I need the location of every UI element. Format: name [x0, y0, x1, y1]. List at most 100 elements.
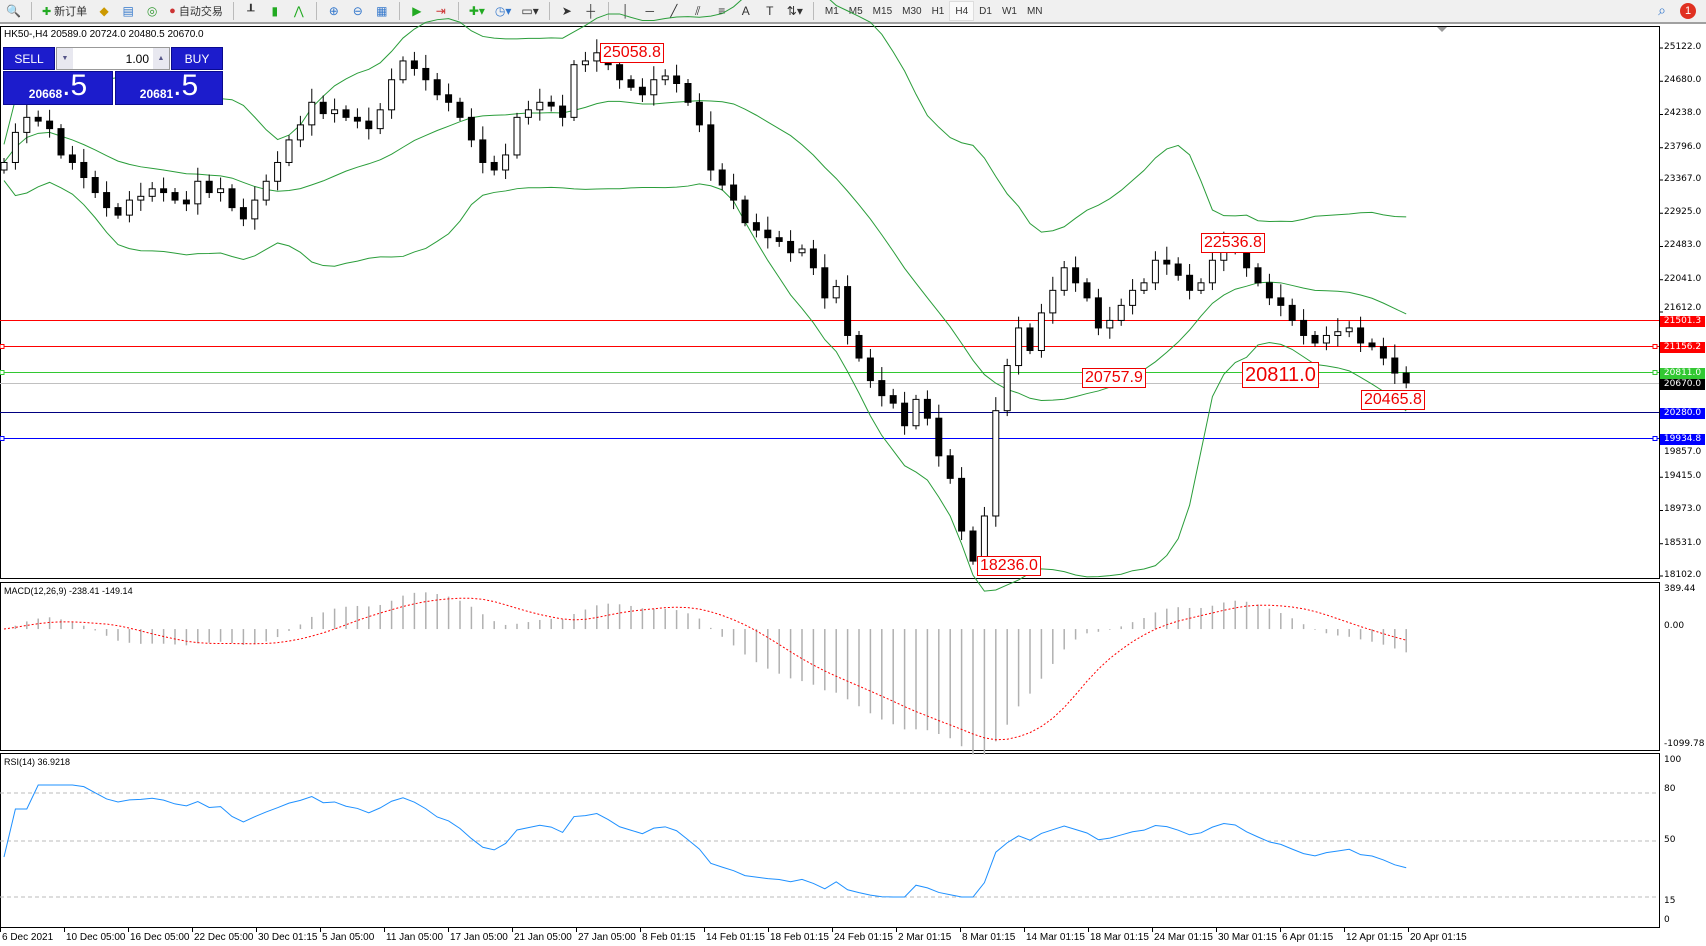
horizontal-line-icon[interactable]: ─	[645, 4, 655, 18]
bullish-candle	[1322, 334, 1330, 344]
bar-chart-icon[interactable]: ┸	[247, 4, 255, 18]
chart-title: HK50-,H4 20589.0 20724.0 20480.5 20670.0	[4, 29, 204, 40]
macd-zero-label: 0.00	[1664, 621, 1685, 631]
templates-icon[interactable]: ▭▾	[521, 4, 539, 18]
price-tick-label: 24680.0	[1664, 75, 1702, 85]
bearish-candle	[1391, 357, 1399, 374]
bullish-candle	[1015, 327, 1023, 367]
candlestick-icon[interactable]: ▮	[271, 4, 279, 18]
chart-shift-icon[interactable]: ⇥	[435, 4, 446, 18]
time-tick-label: 18 Mar 01:15	[1090, 932, 1149, 943]
vertical-line-icon[interactable]: │	[622, 4, 630, 18]
trendline-icon[interactable]: ╱	[670, 4, 678, 18]
bullish-candle	[524, 109, 532, 118]
timeframe-d1[interactable]: D1	[979, 5, 992, 17]
macd-signal-line	[3, 597, 1407, 741]
bearish-candle	[764, 229, 772, 239]
bullish-candle	[1106, 319, 1114, 329]
bearish-candle	[433, 79, 441, 96]
lot-size-input[interactable]: 1.00	[125, 51, 149, 66]
search-icon[interactable]: ⌕	[1658, 2, 1666, 18]
bearish-candle	[160, 188, 168, 194]
text-label-icon[interactable]: T	[766, 4, 774, 18]
ask-price[interactable]: 20681.5	[115, 71, 223, 105]
fibonacci-icon[interactable]: ≡	[718, 4, 726, 18]
rsi-line	[3, 784, 1407, 898]
zoom-in-icon[interactable]: ⊕	[328, 4, 339, 18]
price-tick-label: 25122.0	[1664, 42, 1702, 52]
tile-windows-icon[interactable]: ▦	[376, 4, 388, 18]
text-icon[interactable]: A	[741, 4, 750, 18]
level-handle	[0, 370, 5, 375]
cursor-icon[interactable]: ➤	[561, 4, 572, 18]
bearish-candle	[1311, 334, 1319, 344]
bullish-candle	[593, 52, 601, 62]
timeframe-mn[interactable]: MN	[1026, 5, 1043, 17]
metaeditor-icon[interactable]: ◆	[99, 4, 109, 18]
new-order-icon: ✚	[41, 5, 52, 18]
zoom-icon[interactable]: 🔍	[6, 4, 21, 18]
notifications-badge[interactable]: 1	[1680, 2, 1696, 19]
price-tick-label: 21612.0	[1664, 303, 1702, 313]
indicators-icon[interactable]: ✚▾	[468, 4, 485, 18]
arrows-icon[interactable]: ⇅▾	[786, 4, 803, 18]
bearish-candle	[707, 124, 715, 171]
timeframe-m30[interactable]: M30	[902, 5, 922, 17]
bullish-candle	[251, 199, 259, 220]
bullish-candle	[980, 515, 988, 562]
annotation: 20811.0	[1242, 362, 1319, 388]
annotation: 22536.8	[1201, 233, 1265, 253]
bearish-candle	[684, 83, 692, 103]
auto-trading-button[interactable]: ● 自动交易	[169, 5, 223, 18]
sell-button[interactable]: SELL	[3, 47, 55, 70]
time-tick-label: 24 Feb 01:15	[834, 932, 893, 943]
timeframe-h1[interactable]: H1	[931, 5, 945, 17]
timeframe-m15[interactable]: M15	[872, 5, 893, 17]
rsi-80-label: 80	[1664, 784, 1676, 794]
timeframe-h4[interactable]: H4	[949, 1, 975, 21]
bearish-candle	[490, 161, 498, 171]
annotation: 20465.8	[1361, 390, 1425, 410]
bullish-candle	[296, 124, 304, 141]
autoscroll-icon[interactable]: ▶	[412, 4, 422, 18]
lot-size-stepper[interactable]: ▼ 1.00 ▲	[56, 47, 170, 70]
periods-icon[interactable]: ◷▾	[494, 4, 512, 18]
increase-lot-icon[interactable]: ▲	[153, 48, 169, 69]
time-tick-label: 24 Mar 01:15	[1154, 932, 1213, 943]
zoom-out-icon[interactable]: ⊖	[352, 4, 363, 18]
time-tick-label: 21 Jan 05:00	[514, 932, 572, 943]
bullish-candle	[1208, 259, 1216, 284]
line-chart-icon[interactable]: ⋀	[293, 4, 304, 18]
equidistant-channel-icon[interactable]: ⫽	[695, 3, 701, 18]
timeframe-m5[interactable]: M5	[848, 5, 863, 17]
bullish-candle	[11, 131, 19, 163]
new-order-button[interactable]: ✚ 新订单	[41, 5, 88, 19]
rsi-0-label: 0	[1664, 915, 1670, 925]
time-tick-label: 18 Feb 01:15	[770, 932, 829, 943]
bullish-candle	[536, 101, 544, 111]
bullish-candle	[570, 64, 578, 118]
rsi-50-label: 50	[1664, 835, 1676, 845]
time-tick-label: 14 Mar 01:15	[1026, 932, 1085, 943]
timeframe-w1[interactable]: W1	[1001, 5, 1017, 17]
bearish-candle	[878, 380, 886, 397]
time-tick-label: 14 Feb 01:15	[706, 932, 765, 943]
bearish-candle	[1288, 304, 1296, 321]
signals-icon[interactable]: ◎	[146, 4, 158, 18]
bearish-candle	[1402, 372, 1410, 384]
terminal-icon[interactable]: ▤	[122, 4, 134, 18]
bearish-candle	[855, 334, 863, 359]
bullish-candle	[650, 79, 658, 96]
bearish-candle	[695, 101, 703, 126]
decrease-lot-icon[interactable]: ▼	[57, 48, 73, 69]
macd-max-label: 389.44	[1664, 584, 1696, 594]
buy-button[interactable]: BUY	[171, 47, 223, 70]
bearish-candle	[821, 267, 829, 299]
price-tick-label: 19857.0	[1664, 447, 1702, 457]
time-tick-label: 8 Feb 01:15	[642, 932, 696, 943]
bearish-candle	[422, 67, 430, 81]
timeframe-m1[interactable]: M1	[824, 5, 839, 17]
bid-price[interactable]: 20668.5	[3, 71, 113, 105]
crosshair-icon[interactable]: ┼	[586, 4, 596, 18]
